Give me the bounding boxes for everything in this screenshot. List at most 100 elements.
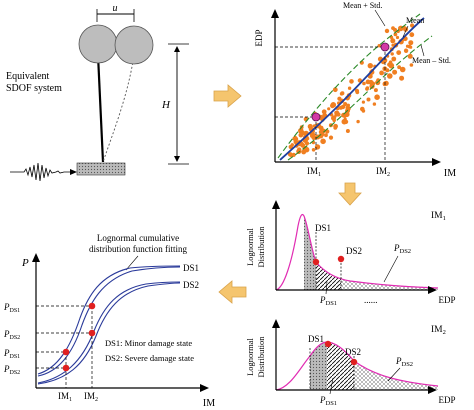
fragility-title-leader <box>125 255 139 271</box>
scatter-point <box>391 56 397 62</box>
between-dots: ...... <box>364 295 378 305</box>
scatter-point <box>393 32 398 37</box>
im1-p-ds1-leader <box>325 281 328 295</box>
im1-tag: IM1 <box>431 211 446 222</box>
scatter-point <box>314 144 321 150</box>
im1-y-label-line2: Distribution <box>256 226 266 268</box>
scatter-point <box>399 66 406 73</box>
h-arrow-up <box>174 46 180 52</box>
scatter-point <box>290 143 294 147</box>
mean-minus-std-line <box>287 35 433 161</box>
scatter-point <box>347 86 352 90</box>
scatter-point <box>361 100 365 104</box>
im1-x-label: EDP <box>438 295 455 305</box>
scatter-point <box>397 65 401 70</box>
im1-y-label-line1: Lognormal <box>245 227 255 265</box>
im1-ds1-label: DS1 <box>315 223 331 233</box>
im2-x-label: EDP <box>438 395 455 405</box>
fragility-tick-p2: PDS2 <box>3 329 20 341</box>
system-label-line2: SDOF system <box>6 83 62 94</box>
distribution-im1: Lognormal Distribution EDP IM1 DS1 DS2 P… <box>245 200 456 307</box>
scatter-point <box>337 96 342 101</box>
scatter-point <box>396 50 402 55</box>
im1-pdf-curve <box>275 213 439 291</box>
scatter-plot: EDP IM Mean + Std. Mean Mean – Std. IM1 … <box>254 1 456 179</box>
scatter-x-label: IM <box>444 168 456 179</box>
im2-p-ds1-label: PDS1 <box>319 395 337 407</box>
scatter-point <box>341 118 348 125</box>
distribution-im2: Lognormal Distribution EDP IM2 DS1 DS2 P… <box>245 319 456 407</box>
scatter-point <box>298 132 304 138</box>
fragility-point-ds2-im2 <box>88 329 96 337</box>
im2-p-ds2-leader <box>387 367 401 382</box>
scatter-point <box>360 106 365 112</box>
fragility-curve-ds2-label: DS2 <box>183 280 199 290</box>
im2-x-arrow <box>428 386 437 394</box>
flow-arrow-right <box>213 84 242 108</box>
system-label-line1: Equivalent <box>6 71 50 82</box>
scatter-tick-im1: IM1 <box>307 166 321 178</box>
fragility-tick-p1: PDS1 <box>3 302 20 314</box>
im1-ds1-point <box>312 258 320 266</box>
im2-dist-ds2-fill <box>354 361 438 390</box>
scatter-point <box>370 81 376 86</box>
scatter-point <box>390 38 396 44</box>
sdof-system: u H Equivalent SDOF system <box>6 3 189 182</box>
lumped-mass-initial <box>78 24 118 64</box>
scatter-point <box>365 86 370 90</box>
scatter-point <box>332 118 337 123</box>
im2-y-label-line2: Distribution <box>256 336 266 378</box>
scatter-point <box>410 23 415 28</box>
im2-dist-nodamage-fill <box>310 342 327 390</box>
fragility-tick-p4: PDS2 <box>3 364 20 376</box>
legend-mean-plus-std: Mean + Std. <box>343 1 382 10</box>
legend-mean-minus-std: Mean – Std. <box>412 56 451 65</box>
fragility-tick-im2: IM2 <box>84 391 98 403</box>
scatter-point <box>387 73 393 79</box>
fragility-plot: Lognormal cumulative distribution functi… <box>3 233 215 409</box>
scatter-point <box>380 71 384 76</box>
im2-ds2-label: DS2 <box>345 347 361 357</box>
scatter-point <box>399 75 405 81</box>
im2-ds1-point <box>324 340 332 348</box>
fragility-curve-ds1-b <box>37 265 181 375</box>
im1-p-ds2-label: PDS2 <box>393 243 411 255</box>
fragility-title-line2: distribution function fitting <box>89 244 187 254</box>
scatter-point <box>392 69 398 75</box>
im1-dist-nodamage-fill <box>304 216 316 290</box>
im2-ds2-point <box>350 358 358 366</box>
scatter-point <box>333 123 338 129</box>
scatter-tick-im2: IM2 <box>376 166 390 178</box>
scatter-point <box>320 138 326 145</box>
scatter-point <box>391 43 395 47</box>
scatter-point <box>395 35 400 40</box>
scatter-point <box>362 81 366 86</box>
fragility-y-label: P <box>21 257 29 269</box>
scatter-point <box>356 119 360 124</box>
fragility-point-ds1-im1 <box>62 348 70 356</box>
im2-y-label-line1: Lognormal <box>245 337 255 375</box>
scatter-point <box>327 107 331 111</box>
fragility-curve-ds1-label: DS1 <box>183 263 199 273</box>
scatter-point <box>409 32 415 38</box>
scatter-point <box>355 90 360 95</box>
im2-p-ds2-label: PDS2 <box>395 356 413 368</box>
fragility-note-ds2: DS2: Severe damage state <box>105 353 194 363</box>
scatter-point <box>311 148 316 152</box>
scatter-point <box>393 27 397 32</box>
scatter-point <box>324 133 328 138</box>
scatter-point <box>341 112 346 118</box>
scatter-point <box>384 28 390 34</box>
scatter-point <box>374 94 380 100</box>
im2-mean-marker <box>380 42 390 52</box>
fragility-curve-ds2-a <box>37 282 181 385</box>
im1-ds2-point <box>337 255 345 263</box>
scatter-point <box>345 105 351 111</box>
im2-p-ds1-leader <box>329 377 334 395</box>
u-label: u <box>113 3 118 14</box>
scatter-point <box>366 97 371 102</box>
im1-dist-ds2-fill <box>341 279 438 290</box>
fragility-note-ds1: DS1: Minor damage state <box>105 338 192 348</box>
scatter-y-label: EDP <box>254 29 264 46</box>
